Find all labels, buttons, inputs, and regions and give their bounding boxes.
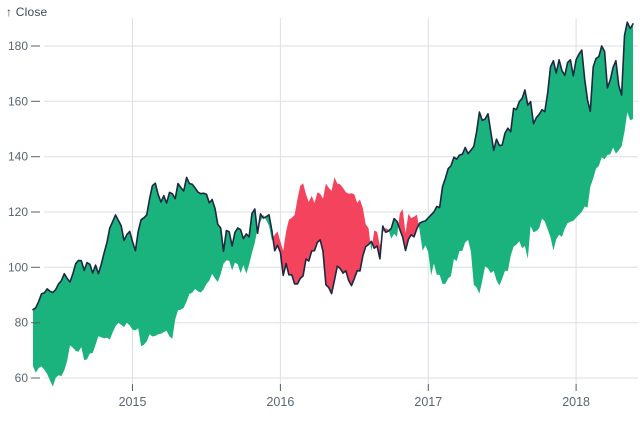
y-tick-label: 120	[8, 205, 28, 219]
positive-area	[33, 22, 633, 387]
y-axis-title: ↑ Close	[6, 5, 48, 19]
x-tick-label: 2015	[119, 395, 147, 409]
y-tick-label: 160	[8, 94, 28, 108]
close-line	[32, 21, 634, 311]
y-tick-label: 100	[8, 260, 28, 274]
y-tick-label: 180	[8, 39, 28, 53]
x-tick-label: 2018	[562, 395, 590, 409]
y-tick-label: 80	[15, 316, 29, 330]
negative-area	[257, 177, 419, 294]
y-tick-label: 60	[15, 371, 29, 385]
y-tick-label: 140	[8, 150, 28, 164]
x-tick-label: 2017	[414, 395, 442, 409]
axis-layer: 60 80 100 120 140 160 180 2015 2016 2017 2018	[8, 39, 590, 409]
x-tick-label: 2016	[266, 395, 294, 409]
